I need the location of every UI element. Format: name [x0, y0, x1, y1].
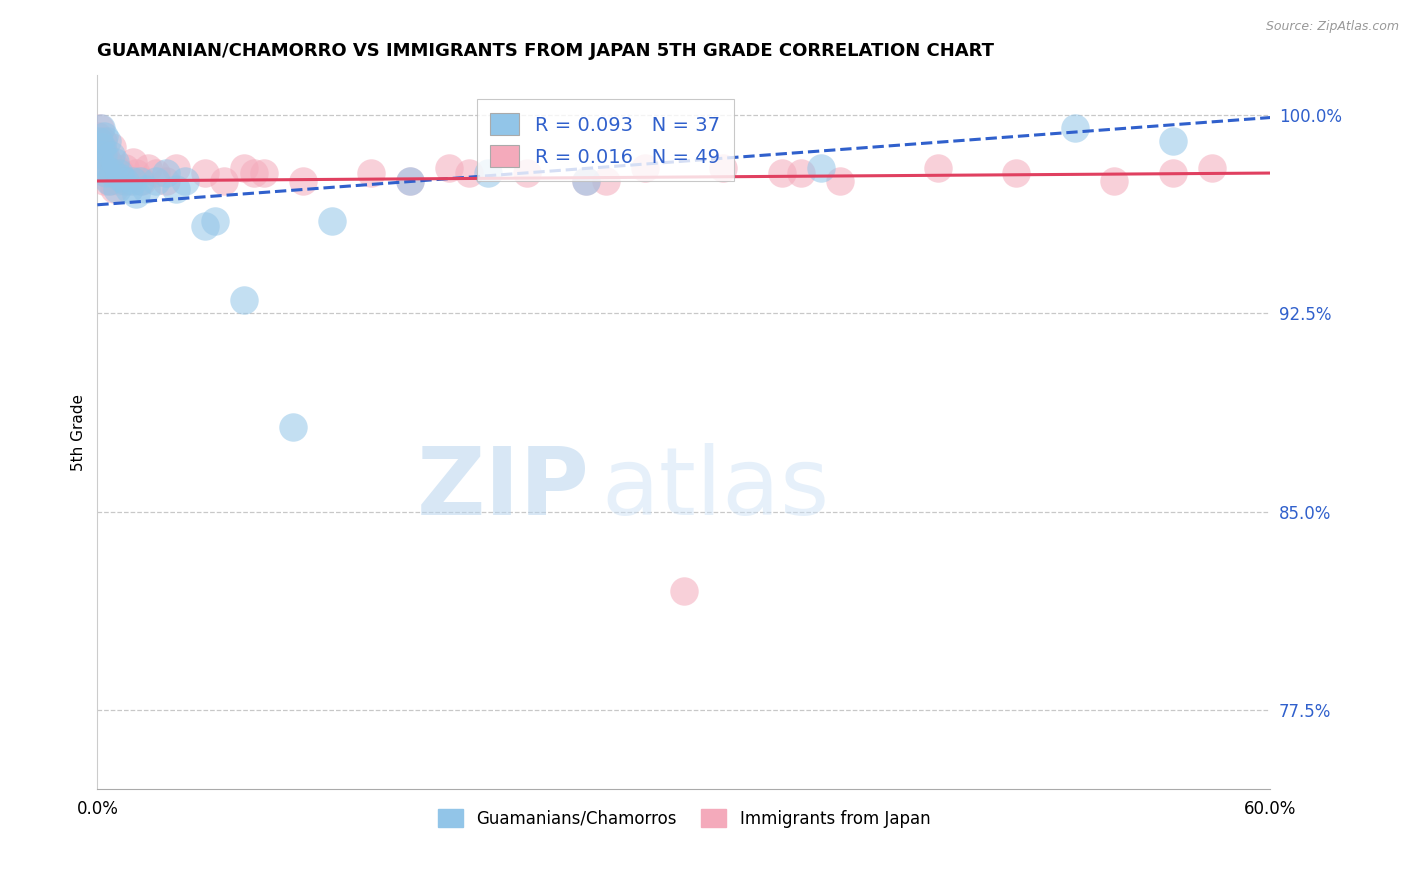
- Point: [91, 139, 114, 153]
- Point: [117, 182, 139, 196]
- Point: [93, 128, 115, 143]
- Point: [281, 420, 304, 434]
- Point: [194, 219, 217, 233]
- Point: [91, 161, 114, 175]
- Point: [672, 583, 695, 598]
- Point: [252, 166, 274, 180]
- Point: [1161, 134, 1184, 148]
- Point: [165, 161, 187, 175]
- Point: [110, 166, 132, 180]
- Point: [125, 166, 148, 180]
- Point: [91, 134, 114, 148]
- Point: [360, 166, 382, 180]
- Point: [233, 293, 256, 307]
- Point: [121, 155, 143, 169]
- Point: [104, 155, 127, 169]
- Point: [595, 174, 617, 188]
- Point: [89, 155, 111, 169]
- Text: ZIP: ZIP: [418, 443, 591, 535]
- Point: [98, 174, 121, 188]
- Point: [477, 166, 499, 180]
- Point: [89, 134, 111, 148]
- Point: [108, 166, 131, 180]
- Point: [439, 161, 461, 175]
- Point: [125, 187, 148, 202]
- Point: [97, 155, 120, 169]
- Point: [810, 161, 832, 175]
- Point: [107, 174, 129, 188]
- Point: [104, 161, 127, 175]
- Point: [155, 166, 177, 180]
- Point: [711, 161, 734, 175]
- Point: [94, 166, 117, 180]
- Point: [94, 161, 117, 175]
- Point: [634, 161, 657, 175]
- Point: [87, 128, 110, 143]
- Point: [1102, 174, 1125, 188]
- Point: [790, 166, 813, 180]
- Point: [94, 166, 117, 180]
- Point: [1064, 121, 1087, 136]
- Text: GUAMANIAN/CHAMORRO VS IMMIGRANTS FROM JAPAN 5TH GRADE CORRELATION CHART: GUAMANIAN/CHAMORRO VS IMMIGRANTS FROM JA…: [97, 42, 994, 60]
- Point: [98, 174, 121, 188]
- Point: [131, 174, 153, 188]
- Y-axis label: 5th Grade: 5th Grade: [72, 393, 86, 471]
- Point: [90, 121, 112, 136]
- Point: [121, 174, 143, 188]
- Point: [110, 171, 132, 186]
- Point: [93, 174, 115, 188]
- Point: [101, 166, 124, 180]
- Point: [145, 166, 167, 180]
- Point: [105, 182, 128, 196]
- Point: [89, 147, 111, 161]
- Point: [204, 213, 226, 227]
- Point: [89, 121, 111, 136]
- Text: Source: ZipAtlas.com: Source: ZipAtlas.com: [1265, 20, 1399, 33]
- Text: atlas: atlas: [602, 443, 830, 535]
- Point: [117, 174, 139, 188]
- Point: [114, 174, 136, 188]
- Point: [575, 174, 598, 188]
- Point: [96, 134, 118, 148]
- Point: [165, 182, 187, 196]
- Point: [114, 161, 136, 175]
- Point: [214, 174, 236, 188]
- Point: [155, 174, 177, 188]
- Point: [194, 166, 217, 180]
- Point: [101, 139, 124, 153]
- Point: [516, 166, 538, 180]
- Point: [145, 174, 167, 188]
- Point: [136, 161, 159, 175]
- Point: [129, 174, 152, 188]
- Point: [233, 161, 256, 175]
- Legend: Guamanians/Chamorros, Immigrants from Japan: Guamanians/Chamorros, Immigrants from Ja…: [430, 803, 936, 834]
- Point: [321, 213, 343, 227]
- Point: [291, 174, 314, 188]
- Point: [94, 147, 117, 161]
- Point: [830, 174, 852, 188]
- Point: [174, 174, 197, 188]
- Point: [103, 182, 125, 196]
- Point: [770, 166, 793, 180]
- Point: [575, 174, 598, 188]
- Point: [90, 139, 112, 153]
- Point: [100, 147, 122, 161]
- Point: [1161, 166, 1184, 180]
- Point: [1005, 166, 1028, 180]
- Point: [399, 174, 422, 188]
- Point: [399, 174, 422, 188]
- Point: [457, 166, 479, 180]
- Point: [242, 166, 264, 180]
- Point: [927, 161, 949, 175]
- Point: [135, 182, 157, 196]
- Point: [91, 147, 114, 161]
- Point: [1201, 161, 1223, 175]
